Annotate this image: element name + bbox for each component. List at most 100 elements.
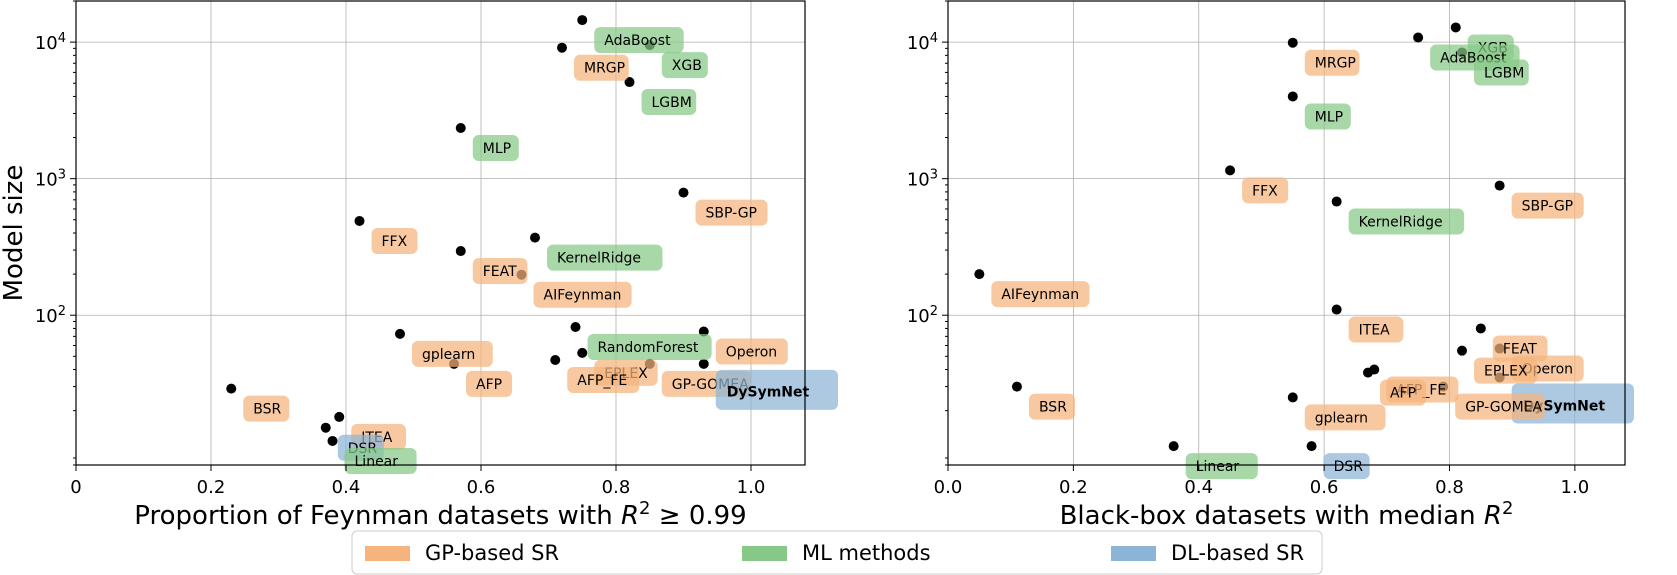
point-label-text: XGB	[672, 58, 702, 74]
x-tick-label: 0.2	[1059, 477, 1088, 498]
right-panel: XGBAdaBoostMRGPLGBMMLPFFXSBP-GPKernelRid…	[907, 0, 1634, 532]
point-label-box	[695, 199, 768, 226]
point-label-operon: Operon	[715, 338, 788, 365]
point-labels: XGBAdaBoostMRGPLGBMMLPFFXSBP-GPKernelRid…	[991, 34, 1634, 480]
data-point-itea	[334, 411, 345, 422]
point-label-box	[1304, 49, 1360, 76]
point-label-text: FEAT	[1503, 341, 1537, 357]
data-point-mlp	[1287, 91, 1298, 102]
y-tick-label: 104	[35, 31, 66, 55]
point-label-box	[1185, 453, 1258, 480]
point-label-ffx: FFX	[1242, 177, 1289, 204]
legend-item-gp: GP-based SR	[365, 541, 559, 565]
point-label-text: GP-GOMEA	[1465, 400, 1542, 416]
data-point-lgbm	[624, 77, 635, 88]
x-tick-label: 0.0	[934, 477, 963, 498]
x-tick-label: 0.6	[467, 477, 496, 498]
data-point-sbp-gp	[678, 187, 689, 198]
x-tick-label: 0	[70, 477, 81, 498]
data-point-kernelridge	[530, 232, 540, 243]
data-point-dsr	[1306, 441, 1317, 452]
x-axis-label: Black-box datasets with median R2	[1060, 498, 1514, 532]
x-tick-label: 0.8	[602, 477, 631, 498]
x-tick-label: 0.2	[197, 477, 226, 498]
data-point-bsr	[1011, 381, 1022, 392]
point-label-ffx: FFX	[371, 227, 418, 254]
point-label-box	[574, 54, 629, 81]
point-label-box	[1348, 208, 1465, 235]
data-point-afp_fe	[550, 354, 561, 365]
point-label-dysymnet: DySymNet	[715, 369, 839, 410]
data-point-mlp	[455, 122, 466, 133]
point-label-box	[472, 258, 528, 285]
x-tick-label: 0.8	[1435, 477, 1464, 498]
point-label-text: AFP	[1390, 386, 1416, 402]
legend-label: GP-based SR	[425, 541, 559, 565]
point-label-feat: FEAT	[1492, 335, 1548, 362]
y-tick-label: 102	[35, 304, 66, 328]
point-label-text: AIFeynman	[544, 288, 622, 304]
point-label-gp-gomea: GP-GOMEA	[1455, 393, 1545, 420]
y-axis-label: Model size	[0, 165, 29, 302]
point-label-text: ITEA	[1359, 323, 1391, 339]
x-tick-label: 1.0	[737, 477, 766, 498]
point-label-adaboost: AdaBoost	[594, 27, 684, 54]
data-point-feat	[1475, 323, 1486, 334]
data-point-linear	[1168, 441, 1179, 452]
point-label-text: SBP-GP	[706, 206, 757, 222]
legend-swatch	[742, 546, 787, 561]
point-label-afp: AFP	[1379, 379, 1427, 406]
data-point-ffx	[1225, 165, 1236, 176]
point-label-text: BSR	[1039, 400, 1067, 416]
data-point-adaboost	[1413, 32, 1424, 43]
point-label-box	[533, 281, 632, 308]
point-label-mrgp: MRGP	[1304, 49, 1360, 76]
point-label-afp: AFP	[466, 370, 513, 397]
point-label-aifeynman: AIFeynman	[533, 281, 632, 308]
data-point-eplex	[1457, 345, 1468, 356]
point-label-box	[1242, 177, 1289, 204]
point-label-box	[1474, 357, 1538, 384]
data-point-gplearn	[395, 328, 405, 339]
point-label-box	[371, 227, 418, 254]
point-label-box	[412, 340, 493, 367]
point-label-linear: Linear	[1185, 453, 1258, 480]
point-label-text: FEAT	[483, 264, 517, 280]
point-label-gplearn: gplearn	[412, 340, 493, 367]
data-point-bsr	[226, 383, 237, 394]
point-label-box	[1323, 453, 1370, 480]
data-point-dysymnet	[698, 358, 709, 369]
point-label-box	[1304, 404, 1386, 431]
point-label-text: Linear	[355, 454, 399, 470]
point-label-text: Linear	[1196, 459, 1240, 475]
point-label-gplearn: gplearn	[1304, 404, 1386, 431]
x-tick-label: 0.4	[1184, 477, 1213, 498]
point-label-text: gplearn	[422, 347, 475, 363]
point-label-box	[1379, 379, 1427, 406]
point-label-text: AFP	[476, 377, 502, 393]
point-label-mrgp: MRGP	[574, 54, 629, 81]
point-label-eplex: EPLEX	[1474, 357, 1538, 384]
data-point-kernelridge	[1331, 196, 1342, 207]
data-point-dsr	[320, 422, 331, 433]
legend: GP-based SR ML methods DL-based SR	[351, 530, 1323, 575]
data-point-mrgp	[557, 42, 567, 53]
point-label-text: DySymNet	[727, 385, 810, 401]
point-label-text: KernelRidge	[557, 251, 641, 267]
point-label-box	[547, 244, 663, 271]
point-label-text: FFX	[382, 234, 408, 250]
point-label-feat: FEAT	[472, 258, 528, 285]
point-label-box	[594, 27, 684, 54]
data-point-linear	[327, 435, 338, 446]
point-label-box	[661, 52, 708, 79]
point-label-afp_fe: AFP_FE	[567, 366, 640, 393]
point-label-dsr: DSR	[1323, 453, 1370, 480]
legend-label: ML methods	[802, 541, 931, 565]
point-label-sbp-gp: SBP-GP	[695, 199, 768, 226]
point-label-itea: ITEA	[1348, 316, 1404, 343]
point-label-kernelridge: KernelRidge	[1348, 208, 1465, 235]
point-label-text: DSR	[1334, 459, 1364, 475]
point-label-mlp: MLP	[1304, 103, 1351, 130]
point-label-lgbm: LGBM	[1474, 59, 1529, 86]
point-label-text: MLP	[1315, 109, 1343, 125]
